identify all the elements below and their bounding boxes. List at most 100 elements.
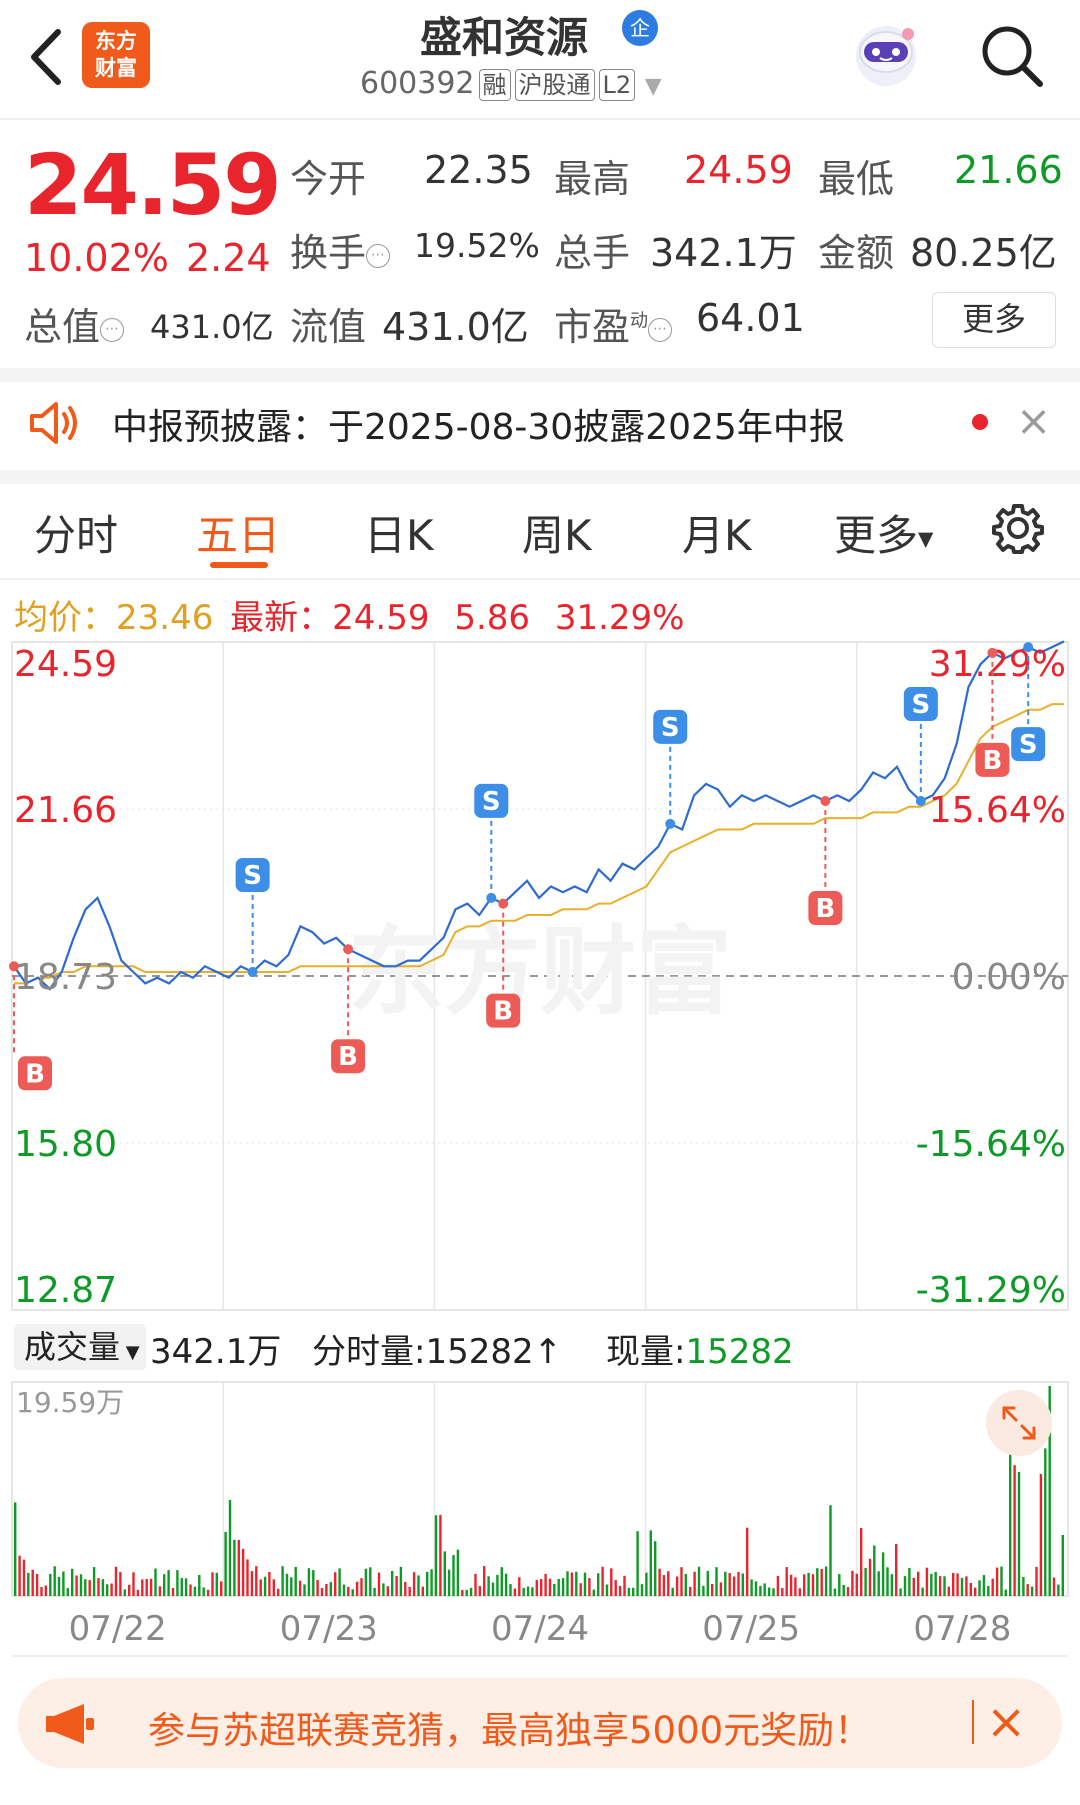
volume-bar: [728, 1573, 731, 1596]
tab-daily-k[interactable]: 日K: [364, 511, 434, 560]
expand-icon[interactable]: [986, 1390, 1052, 1456]
info-icon[interactable]: ⋯: [648, 317, 673, 342]
volume-bar: [846, 1587, 850, 1596]
close-icon[interactable]: ×: [986, 1694, 1027, 1750]
mktcap-value: 431.0亿: [150, 308, 274, 346]
notice-text[interactable]: 中报预披露：于2025-08-30披露2025年中报: [112, 407, 845, 448]
volume-bar: [561, 1578, 565, 1596]
avg-price-row: 均价：23.46 最新：24.59 5.86 31.29%: [14, 590, 684, 639]
volume-bar: [513, 1588, 517, 1596]
volume-bar: [123, 1589, 126, 1596]
x-axis-label: 07/28: [913, 1609, 1011, 1649]
volume-bar: [211, 1572, 214, 1596]
info-icon[interactable]: ⋯: [366, 243, 391, 268]
volume-bar: [215, 1572, 218, 1596]
volume-bar: [838, 1574, 841, 1596]
back-icon[interactable]: [22, 22, 72, 92]
volume-bar: [640, 1584, 644, 1596]
buy-signal-badge[interactable]: [331, 1039, 366, 1074]
volume-bar: [789, 1574, 793, 1596]
volume-bar: [373, 1587, 376, 1596]
volume-bar: [382, 1583, 385, 1596]
close-icon[interactable]: ×: [1016, 396, 1052, 445]
volume-bar: [548, 1578, 552, 1596]
volume-bar: [255, 1566, 258, 1596]
signal-label: B: [493, 997, 513, 1027]
sell-signal-badge[interactable]: [235, 858, 270, 893]
sell-signal-badge[interactable]: [474, 783, 509, 818]
volume-bar: [1017, 1471, 1021, 1596]
volume-bar: [943, 1576, 946, 1596]
buy-signal-badge[interactable]: [808, 891, 843, 926]
buy-signal-badge[interactable]: [975, 742, 1010, 777]
y-axis-right-label: 0.00%: [952, 957, 1066, 998]
volume-bar: [35, 1574, 39, 1596]
volume-bar: [570, 1572, 574, 1596]
volume-bar: [1026, 1584, 1029, 1596]
buy-signal-badge[interactable]: [18, 1056, 52, 1091]
volume-bar: [504, 1573, 508, 1596]
tag-margin: 融: [478, 69, 511, 101]
change-percent: 10.02%: [24, 236, 169, 280]
volume-bar: [627, 1587, 631, 1596]
volume-bar: [325, 1584, 328, 1596]
volume-bar: [447, 1569, 451, 1596]
gear-icon[interactable]: [990, 500, 1046, 556]
tag-level2: L2: [598, 69, 636, 101]
last-price: 24.59: [24, 136, 282, 234]
volume-bar: [579, 1583, 582, 1596]
signal-dot: [987, 647, 998, 658]
tab-weekly-k[interactable]: 周K: [522, 511, 592, 560]
volume-bar: [711, 1584, 714, 1596]
volume-bar: [386, 1586, 389, 1596]
volume-bar: [128, 1584, 131, 1596]
assistant-robot-icon[interactable]: [846, 12, 926, 92]
more-button[interactable]: 更多: [932, 292, 1056, 348]
volume-max-label: 19.59万: [16, 1386, 124, 1419]
info-icon[interactable]: ⋯: [100, 317, 125, 342]
volume-bar: [395, 1576, 398, 1596]
tab-intraday[interactable]: 分时: [34, 511, 119, 560]
volume-bar: [623, 1575, 626, 1596]
five-day-chart[interactable]: 东方财富 24.59 21.66 18.73 15.80 12.87 31.29% 15.64…: [0, 0, 1080, 1660]
volume-bar: [206, 1589, 210, 1596]
volume-bar: [49, 1573, 52, 1596]
y-axis-right-label: -15.64%: [916, 1124, 1066, 1165]
volume-bar: [667, 1571, 670, 1596]
volume-bar: [241, 1548, 245, 1596]
tag-connect: 沪股通: [514, 69, 595, 101]
volume-bar: [40, 1587, 43, 1596]
volume-bar: [597, 1573, 600, 1596]
search-icon[interactable]: [976, 20, 1048, 92]
stock-name: 盛和资源: [420, 13, 589, 62]
sell-signal-badge[interactable]: [903, 687, 938, 722]
watermark: 东方财富: [348, 916, 732, 1028]
volume-bar: [575, 1571, 578, 1596]
volume-bar: [908, 1567, 911, 1596]
volume-indicator-dropdown[interactable]: 成交量 ▼: [14, 1324, 146, 1370]
tab-five-day[interactable]: 五日: [196, 511, 281, 560]
sell-signal-badge[interactable]: [1011, 727, 1046, 762]
volume-bar: [338, 1568, 341, 1596]
volume-bar: [1013, 1465, 1016, 1596]
volume-bar: [785, 1567, 788, 1596]
tab-monthly-k[interactable]: 月K: [682, 511, 752, 560]
volume-bar: [88, 1580, 91, 1596]
volume-bar: [158, 1586, 162, 1596]
promo-banner[interactable]: [18, 1678, 1062, 1768]
stock-code-row[interactable]: 600392 融沪股通 L2 ▼: [360, 66, 662, 101]
sell-signal-badge[interactable]: [653, 709, 688, 744]
volume-bar: [798, 1588, 801, 1596]
y-axis-right-label: 31.29%: [929, 644, 1066, 685]
volume-bar: [141, 1579, 144, 1596]
buy-signal-badge[interactable]: [486, 993, 521, 1028]
tab-more[interactable]: 更多▼: [834, 511, 934, 560]
divider: [0, 368, 1080, 382]
promo-text[interactable]: 参与苏超联赛竞猜，最高独享5000元奖励！: [148, 1709, 872, 1752]
avg-price-line: [14, 703, 1064, 985]
volume-bar: [312, 1570, 315, 1596]
volume-bar: [272, 1579, 275, 1596]
volume-bar: [316, 1580, 319, 1596]
signal-label: S: [661, 713, 680, 743]
volume-bar: [680, 1567, 683, 1596]
